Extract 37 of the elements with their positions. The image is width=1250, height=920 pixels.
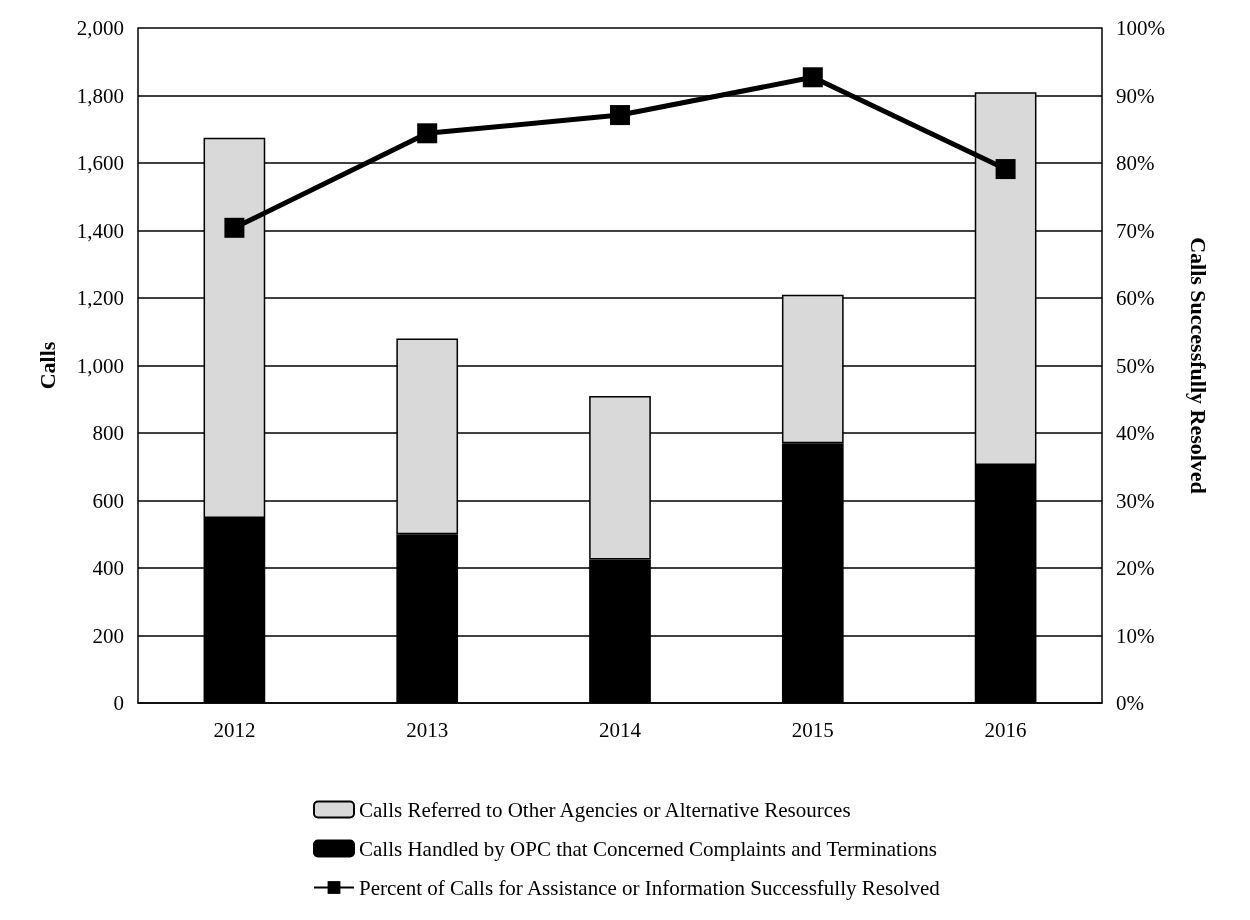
legend-label: Calls Handled by OPC that Concerned Complaints and Terminations bbox=[359, 836, 937, 861]
x-tick-label: 2014 bbox=[599, 717, 642, 742]
y2-tick-label: 30% bbox=[1116, 488, 1155, 513]
point bbox=[995, 159, 1016, 180]
y-tick-label: 1,800 bbox=[76, 83, 124, 108]
y-axis-title: Calls bbox=[34, 341, 60, 390]
legend-label: Calls Referred to Other Agencies or Alternative Resources bbox=[359, 797, 851, 822]
legend-label: Percent of Calls for Assistance or Information Successfully Resolved bbox=[359, 875, 941, 900]
y2-tick-label: 60% bbox=[1116, 286, 1155, 310]
y-tick-label: 2,000 bbox=[76, 16, 124, 40]
y2-tick-label: 80% bbox=[1116, 151, 1155, 175]
point bbox=[224, 217, 245, 238]
y-tick-label: 600 bbox=[92, 488, 124, 513]
y-tick-label: 1,200 bbox=[76, 286, 124, 310]
y2-tick-label: 70% bbox=[1116, 218, 1155, 243]
y2-tick-label: 100% bbox=[1116, 16, 1165, 40]
y-tick-label: 200 bbox=[92, 623, 124, 648]
y-tick-label: 400 bbox=[92, 556, 124, 580]
y2-tick-label: 90% bbox=[1116, 83, 1155, 108]
x-tick-label: 2015 bbox=[791, 717, 834, 742]
x-tick-label: 2016 bbox=[984, 717, 1027, 742]
y-tick-label: 1,000 bbox=[76, 353, 124, 378]
y-tick-label: 0 bbox=[113, 691, 124, 715]
x-tick-label: 2013 bbox=[406, 717, 449, 742]
y-tick-label: 1,400 bbox=[76, 218, 124, 243]
y2-tick-label: 10% bbox=[1116, 623, 1155, 648]
point bbox=[802, 67, 823, 88]
y2-tick-label: 20% bbox=[1116, 556, 1155, 580]
y-tick-label: 1,600 bbox=[76, 151, 124, 175]
point bbox=[610, 105, 630, 126]
y2-tick-label: 40% bbox=[1116, 421, 1155, 445]
y2-axis-title: Calls Successfully Resolved bbox=[1185, 237, 1211, 494]
y2-tick-label: 50% bbox=[1116, 353, 1155, 378]
y-tick-label: 800 bbox=[92, 421, 124, 445]
y2-tick-label: 0% bbox=[1116, 691, 1144, 715]
point bbox=[417, 123, 438, 144]
x-tick-label: 2012 bbox=[213, 717, 256, 742]
